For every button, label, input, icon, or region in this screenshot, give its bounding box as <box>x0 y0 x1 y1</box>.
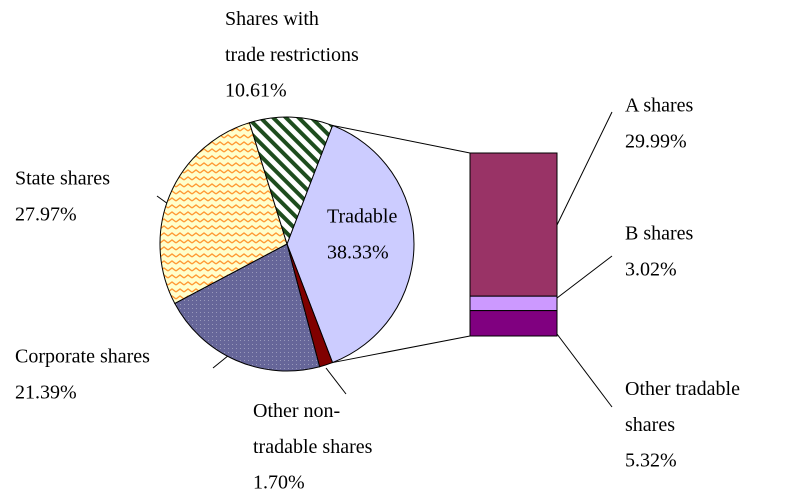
pie-slice <box>174 243 321 372</box>
bar-segment <box>469 310 558 337</box>
connector-line <box>332 124 471 154</box>
slice-label: State shares <box>15 168 110 190</box>
connector-line <box>332 335 471 364</box>
leader-line <box>556 255 613 299</box>
bar-segment <box>469 152 558 297</box>
leader-line <box>325 367 347 395</box>
value-label: 27.97% <box>15 204 77 226</box>
leader-line <box>556 111 613 226</box>
slice-label: Corporate shares <box>15 346 150 368</box>
pie-slice <box>286 124 415 364</box>
slice-label: Shares with trade restrictions <box>225 8 359 66</box>
value-label: 38.33% <box>327 242 389 264</box>
slice-label: B shares <box>625 223 694 245</box>
value-label: 3.02% <box>625 259 677 281</box>
slice-label: Other non-tradable shares <box>253 400 373 458</box>
value-label: 21.39% <box>15 382 77 404</box>
leader-lines <box>156 111 613 408</box>
value-label: 10.61% <box>225 80 287 102</box>
leader-line <box>556 333 613 408</box>
slice-label: Other tradable shares <box>625 378 740 436</box>
bar-segment <box>469 295 558 312</box>
value-label: 29.99% <box>625 131 687 153</box>
pie-slice <box>248 116 334 246</box>
pie-slice <box>159 122 288 305</box>
value-label: 1.70% <box>253 472 305 494</box>
slice-label: Tradable <box>327 206 397 228</box>
slice-label: A shares <box>625 95 694 117</box>
value-label: 5.32% <box>625 450 677 472</box>
